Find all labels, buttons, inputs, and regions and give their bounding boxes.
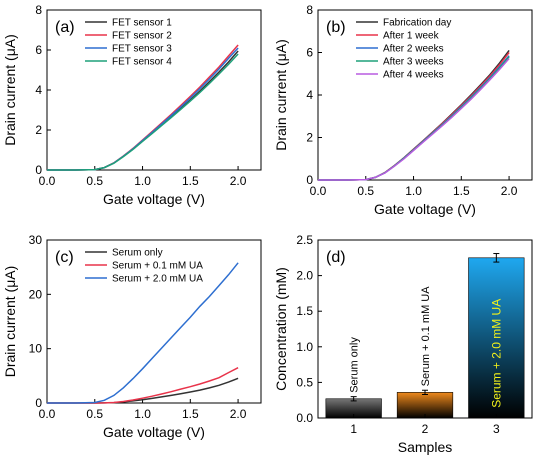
bar-label: Serum only [349, 337, 361, 393]
x-tick-label: 2.0 [501, 184, 518, 198]
panel-label: (a) [55, 19, 75, 36]
legend-label: FET sensor 4 [112, 57, 172, 68]
series-line-1 [47, 377, 239, 404]
series-line-3 [47, 262, 239, 404]
y-tick-label: 20 [29, 287, 43, 301]
legend-label: FET sensor 1 [112, 18, 172, 29]
legend-label: After 3 weeks [383, 57, 444, 68]
legend-label: Serum + 2.0 mM UA [112, 274, 203, 285]
y-axis-label: Drain current (μA) [2, 34, 18, 146]
bar-label: Serum + 0.1 mM UA [420, 286, 432, 387]
y-axis-label: Drain current (μA) [2, 266, 18, 378]
x-tick-label: 2.0 [230, 407, 247, 421]
legend-label: FET sensor 2 [112, 31, 172, 42]
y-tick-label: 30 [29, 233, 43, 247]
series-line-2 [47, 367, 239, 404]
legend-label: After 2 weeks [383, 44, 444, 55]
x-tick-label: 0.0 [39, 407, 56, 421]
x-tick-label: 1 [350, 422, 357, 436]
x-tick-label: 1.5 [182, 174, 199, 188]
y-tick-label: 8 [35, 3, 42, 17]
x-tick-label: 0.5 [86, 174, 103, 188]
series-line-1 [47, 50, 239, 171]
y-tick-label: 0 [35, 163, 42, 177]
panel-2: 0.0 0.5 1.0 1.5 2.0 0 2 4 6 8 Fabrication day After… [273, 3, 533, 217]
legend-label: After 1 week [383, 31, 440, 42]
x-tick-label: 1.5 [182, 407, 199, 421]
y-tick-label: 10 [29, 342, 43, 356]
panel-label: (c) [55, 249, 74, 266]
bar-2 [396, 392, 454, 419]
bar-label: Serum + 2.0 mM UA [489, 299, 503, 408]
panel-4: 0.0 0.5 1.0 1.5 2.0 2.5 1 Serum only 2 Serum + 0.… [273, 233, 533, 455]
y-tick-label: 0.0 [296, 411, 313, 425]
y-tick-label: 0 [306, 173, 313, 187]
y-tick-label: 4 [35, 83, 42, 97]
plot-frame [46, 239, 262, 404]
series-line-5 [318, 58, 510, 181]
legend-label: Serum only [112, 248, 163, 259]
x-tick-label: 2 [422, 422, 429, 436]
y-tick-label: 2 [35, 123, 42, 137]
x-axis-label: Gate voltage (V) [374, 201, 476, 217]
y-axis-label: Concentration (mM) [273, 267, 289, 391]
y-tick-label: 0.5 [296, 375, 313, 389]
x-axis-label: Gate voltage (V) [103, 424, 205, 440]
x-tick-label: 3 [493, 422, 500, 436]
y-tick-label: 6 [35, 43, 42, 57]
y-tick-label: 2 [306, 131, 313, 145]
x-tick-label: 0.5 [86, 407, 103, 421]
x-tick-label: 1.5 [453, 184, 470, 198]
bar-3 [468, 257, 525, 419]
x-tick-label: 1.0 [134, 174, 151, 188]
y-tick-label: 6 [306, 46, 313, 60]
y-tick-label: 2.5 [296, 233, 313, 247]
y-tick-label: 8 [306, 3, 313, 17]
x-axis-label: Samples [398, 439, 452, 455]
panel-label: (d) [326, 249, 346, 266]
x-tick-label: 1.0 [405, 184, 422, 198]
panel-1: 0.0 0.5 1.0 1.5 2.0 0 2 4 6 8 FET sensor 1 FET sens… [2, 3, 262, 207]
x-tick-label: 0.0 [39, 174, 56, 188]
panel-3: 0.0 0.5 1.0 1.5 2.0 0 10 20 30 Serum only Serum + … [2, 233, 262, 440]
y-tick-label: 4 [306, 88, 313, 102]
legend-label: After 4 weeks [383, 70, 444, 81]
x-tick-label: 0.5 [357, 184, 374, 198]
y-tick-label: 0 [35, 396, 42, 410]
x-tick-label: 0.0 [310, 184, 327, 198]
y-tick-label: 1.0 [296, 340, 313, 354]
panel-label: (b) [326, 19, 346, 36]
y-tick-label: 1.5 [296, 304, 313, 318]
legend-label: Fabrication day [383, 18, 451, 29]
y-tick-label: 2.0 [296, 269, 313, 283]
x-axis-label: Gate voltage (V) [103, 191, 205, 207]
series-line-4 [47, 53, 239, 171]
x-tick-label: 1.0 [134, 407, 151, 421]
y-axis-label: Drain current (μA) [273, 39, 289, 151]
x-tick-label: 2.0 [230, 174, 247, 188]
legend-label: Serum + 0.1 mM UA [112, 261, 203, 272]
legend-label: FET sensor 3 [112, 44, 172, 55]
